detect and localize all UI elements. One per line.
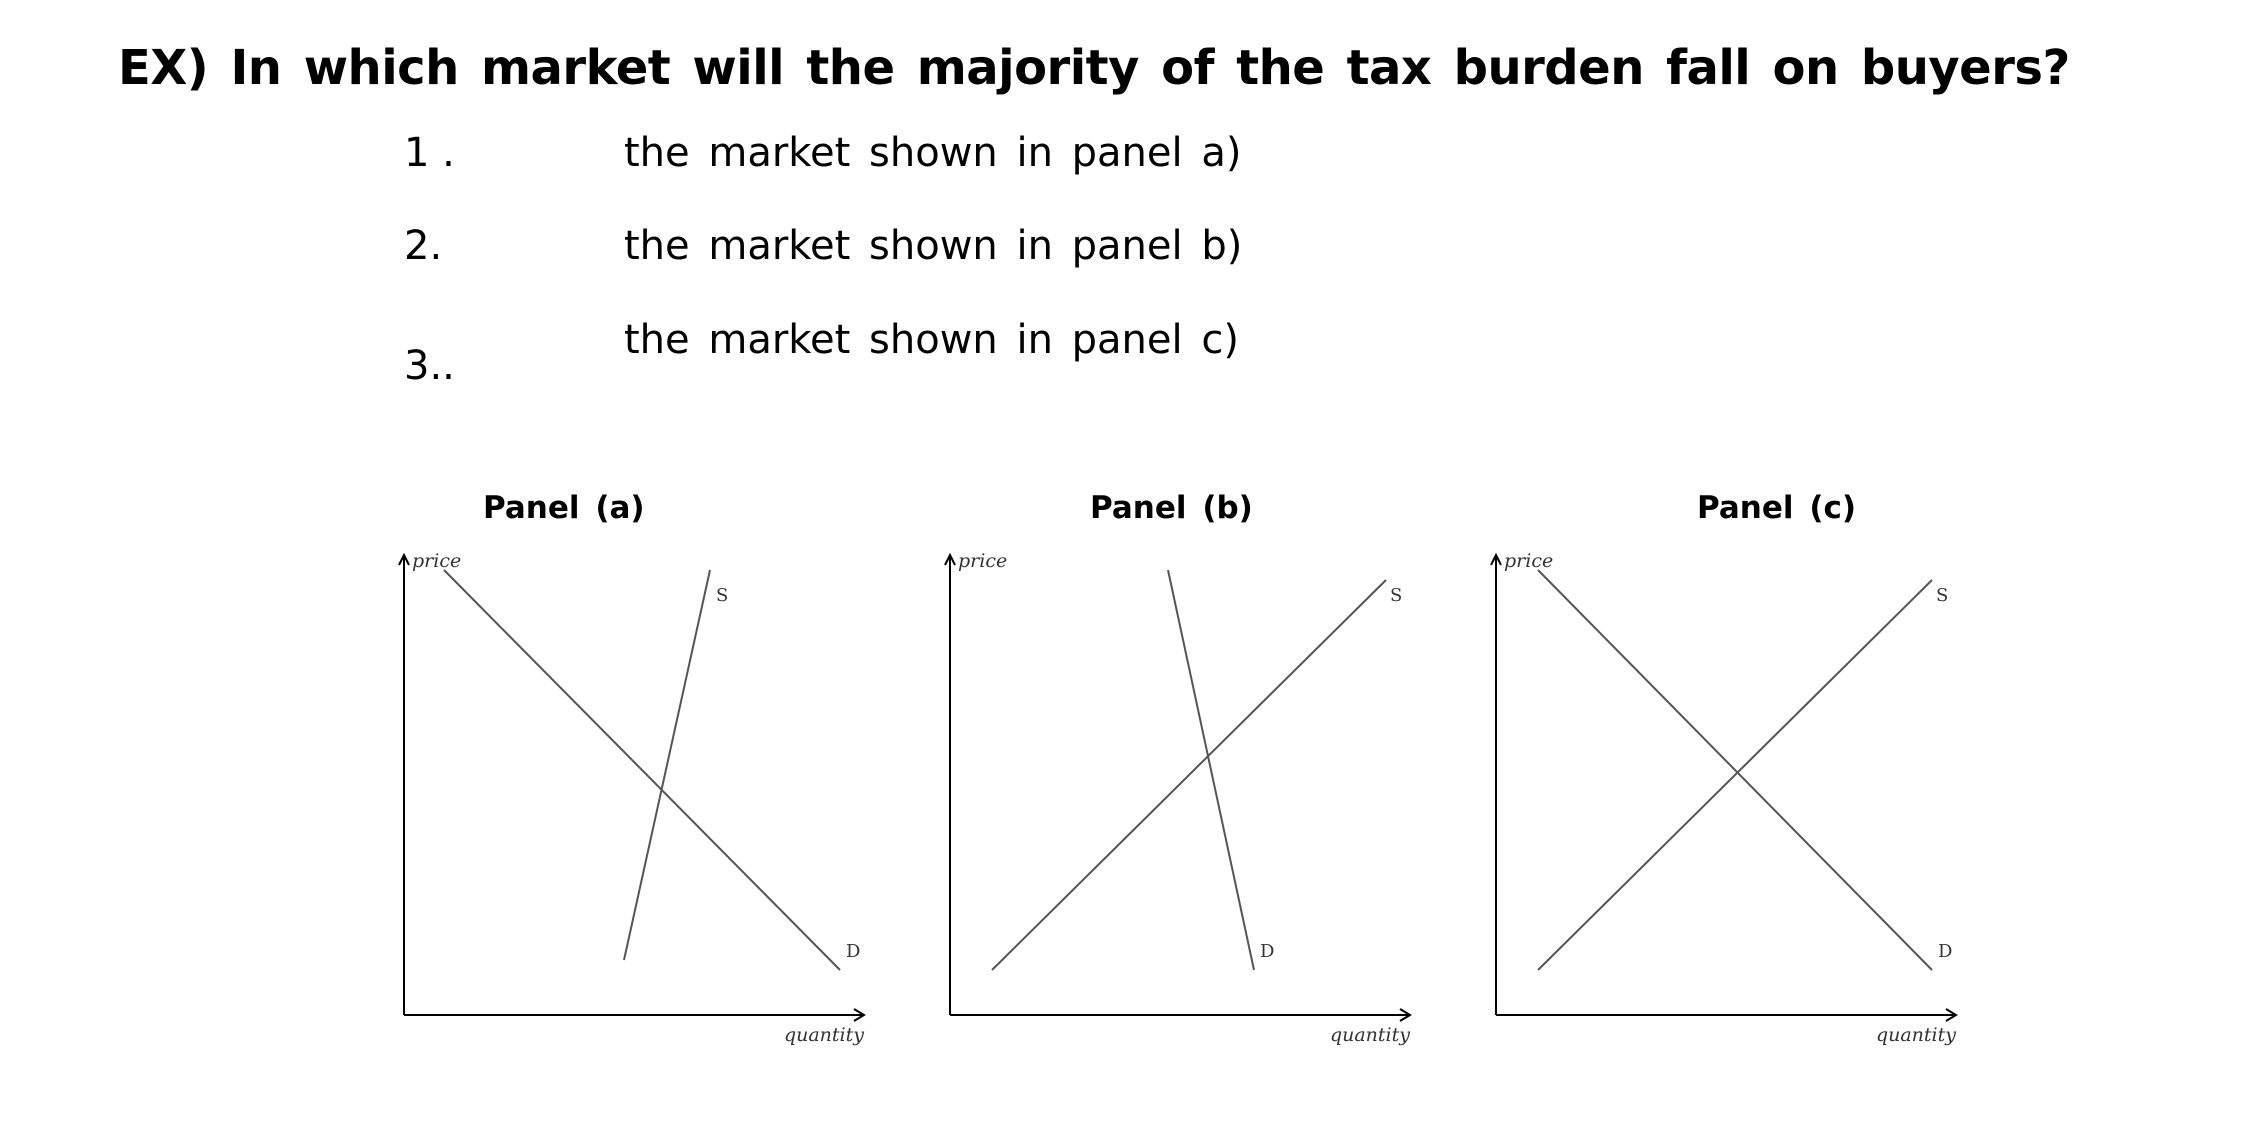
supply-curve: [991, 579, 1387, 971]
choice-1-text: the market shown in panel a): [624, 130, 1242, 176]
y-axis-arrow: [1490, 552, 1502, 566]
panel-b: Panel (b) price quantity S D: [926, 490, 1426, 1060]
supply-label: S: [1936, 585, 1948, 606]
panel-b-title: Panel (b): [1090, 490, 1253, 526]
choice-3-text: the market shown in panel c): [624, 317, 1239, 363]
demand-curve: [1167, 569, 1255, 971]
demand-label: D: [1260, 941, 1274, 962]
supply-label: S: [716, 585, 728, 606]
panel-a-title: Panel (a): [483, 490, 645, 526]
supply-label: S: [1390, 585, 1402, 606]
x-axis-arrow: [853, 1008, 866, 1022]
panel-c-graph: price quantity S D: [1490, 550, 1958, 1046]
question-text: EX) In which market will the majority of…: [118, 40, 2070, 96]
supply-curve: [623, 569, 711, 961]
choice-3-number: 3..: [404, 343, 455, 389]
y-axis-label: price: [958, 550, 1007, 572]
panel-c: Panel (c) price quantity S D: [1472, 490, 1972, 1060]
y-axis-label: price: [412, 550, 461, 572]
choice-2-text: the market shown in panel b): [624, 223, 1243, 269]
x-axis-arrow: [1945, 1008, 1958, 1022]
panel-a-graph: price quantity S D: [398, 550, 866, 1046]
supply-curve: [1537, 579, 1933, 971]
panel-a: Panel (a) price quantity S D: [380, 490, 880, 1060]
x-axis-label: quantity: [1330, 1024, 1410, 1046]
y-axis-label: price: [1504, 550, 1553, 572]
x-axis-arrow: [1399, 1008, 1412, 1022]
demand-curve: [1537, 569, 1933, 971]
x-axis-label: quantity: [784, 1024, 864, 1046]
demand-curve: [443, 569, 841, 971]
demand-label: D: [846, 941, 860, 962]
choice-1-number: 1 .: [404, 130, 455, 176]
y-axis-arrow: [944, 552, 956, 566]
demand-label: D: [1938, 941, 1952, 962]
choice-2-number: 2.: [404, 223, 443, 269]
panel-c-title: Panel (c): [1697, 490, 1857, 526]
panel-b-graph: price quantity S D: [944, 550, 1412, 1046]
y-axis-arrow: [398, 552, 410, 566]
x-axis-label: quantity: [1876, 1024, 1956, 1046]
